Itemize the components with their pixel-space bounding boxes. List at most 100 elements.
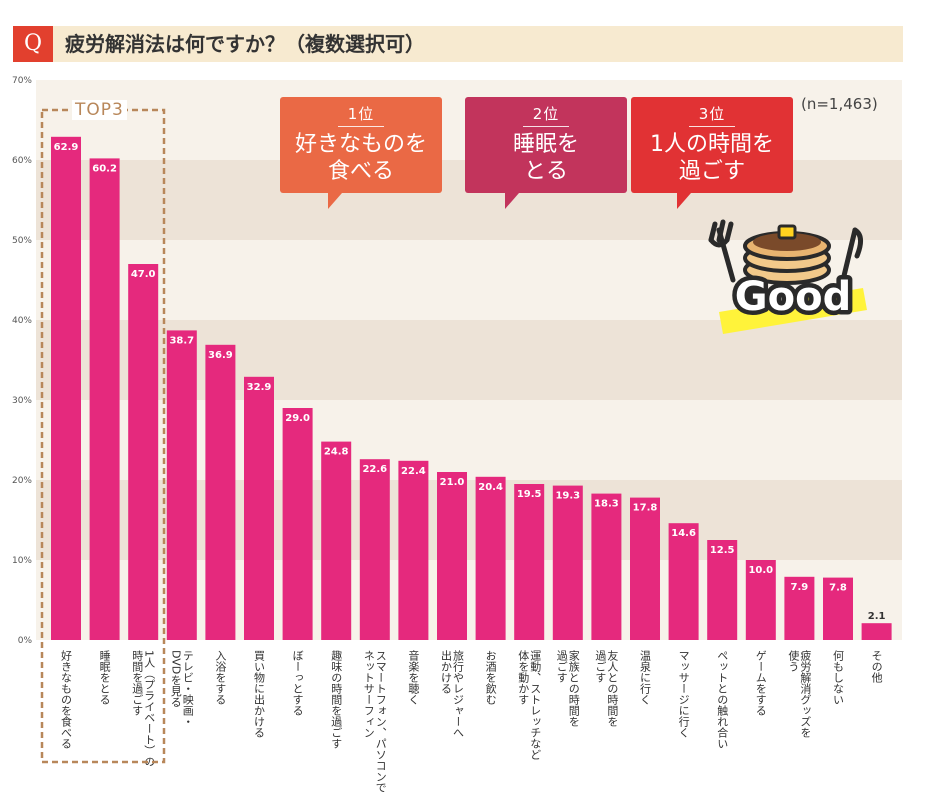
bar (321, 441, 352, 640)
pancake-with-fork-and-knife-icon: Good (708, 219, 867, 334)
x-category-label: その他 (870, 650, 883, 683)
bar-value-label: 10.0 (748, 565, 773, 576)
x-category-label: 好きなものを食べる (60, 649, 73, 749)
rank-3-divider (689, 126, 735, 127)
rank-3-text: 1人の時間を 過ごす (650, 132, 774, 184)
question-header: Q 疲労解消法は何ですか？（複数選択可） (13, 26, 903, 62)
bar-value-label: 22.4 (401, 466, 426, 477)
bar (89, 158, 120, 640)
rank-1-label: 1位 (347, 105, 375, 123)
x-category-label: テレビ・映画・ (181, 650, 194, 727)
bar-value-label: 47.0 (131, 269, 156, 280)
question-badge: Q (13, 26, 53, 62)
x-category-label: スマートフォン、パソコンで (374, 650, 387, 793)
y-tick-label: 20% (12, 476, 32, 486)
rank-2-tail (505, 193, 519, 209)
y-tick-label: 70% (12, 76, 32, 86)
x-category-label: 出かける (440, 649, 453, 694)
x-category-label: 運動、ストレッチなど (529, 650, 542, 760)
rank-2-divider (523, 126, 569, 127)
rank-3-callout: 3位 1人の時間を 過ごす (631, 97, 793, 209)
bar (475, 476, 506, 640)
x-category-label: お酒を飲む (484, 650, 497, 705)
x-category-label: 睡眠をとる (98, 650, 111, 705)
bar (244, 376, 274, 640)
bar-value-label: 17.8 (633, 503, 658, 514)
x-category-label: 過ごす (594, 650, 607, 683)
x-category-label: ゲームをする (754, 650, 767, 716)
bar-value-label: 22.6 (362, 464, 387, 475)
bar-value-label: 19.5 (517, 489, 542, 500)
rank-1-tail (328, 193, 342, 209)
bar (514, 484, 545, 640)
bar-value-label: 36.9 (208, 350, 233, 361)
bar (166, 330, 197, 640)
bar-value-label: 32.9 (247, 382, 272, 393)
bar (591, 493, 622, 640)
sample-size-note: (n=1,463) (801, 95, 878, 113)
x-category-label: 過ごす (555, 650, 568, 683)
bar-value-label: 18.3 (594, 499, 619, 510)
bar (437, 472, 467, 640)
rank-3-tail (677, 193, 691, 209)
bar (823, 577, 853, 640)
rank-2-label: 2位 (532, 105, 560, 123)
rank-1-divider (338, 126, 384, 127)
y-tick-label: 40% (12, 316, 32, 326)
pancake-stack-icon (743, 224, 831, 285)
top3-label: TOP3 (72, 100, 127, 120)
question-text: 疲労解消法は何ですか？（複数選択可） (65, 32, 425, 56)
bar (552, 485, 583, 640)
bar (359, 459, 390, 640)
x-category-label: 何もしない (832, 650, 845, 705)
bar (630, 497, 660, 640)
x-category-label: DVDを見る (169, 650, 182, 707)
x-category-label: 旅行やレジャーへ (452, 649, 465, 738)
bar-value-label: 2.1 (868, 611, 886, 622)
bar (707, 540, 738, 640)
y-tick-label: 50% (12, 236, 32, 246)
y-tick-label: 30% (12, 396, 32, 406)
x-category-label: 時間を過ごす (131, 650, 144, 716)
x-category-label: 使う (787, 650, 800, 672)
bar-value-label: 7.8 (829, 583, 847, 594)
rank-1-text: 好きなものを 食べる (294, 132, 427, 184)
y-tick-label: 60% (12, 156, 32, 166)
x-category-label: 1人（プライベート）の (143, 650, 156, 767)
bar (282, 408, 313, 640)
x-category-label: 体を動かす (517, 649, 530, 705)
bar (745, 560, 776, 640)
bar (784, 576, 815, 640)
knife-icon (840, 227, 863, 283)
y-tick-label: 10% (12, 556, 32, 566)
bar (861, 623, 892, 640)
rank-3-label: 3位 (698, 105, 726, 123)
y-tick-label: 0% (18, 636, 33, 646)
rank-1-callout: 1位 好きなものを 食べる (280, 97, 442, 209)
bar-value-label: 29.0 (285, 413, 310, 424)
bar-value-label: 24.8 (324, 447, 349, 458)
bar (51, 136, 81, 641)
bar-value-label: 21.0 (440, 477, 465, 488)
bar (668, 523, 699, 640)
x-category-label: 友人との時間を (606, 649, 619, 727)
x-category-label: 家族との時間を (567, 649, 580, 727)
rank-2-callout: 2位 睡眠を とる (465, 97, 627, 209)
fork-icon (708, 219, 736, 283)
background-band (36, 400, 902, 480)
x-category-label: ぼーっとする (291, 650, 304, 716)
bar (205, 344, 236, 640)
bar-value-label: 62.9 (54, 142, 79, 153)
bar-value-label: 20.4 (478, 482, 503, 493)
bar-value-label: 12.5 (710, 545, 735, 556)
x-category-label: 入浴をする (214, 650, 227, 705)
x-category-label: ペットとの触れ合い (716, 650, 729, 749)
x-category-label: ネットサーフィン (362, 650, 375, 738)
x-category-label: マッサージに行く (677, 650, 690, 738)
x-category-label: 音楽を聴く (407, 649, 420, 705)
good-highlight-stripe (719, 288, 867, 334)
x-category-label: 買い物に出かける (253, 650, 266, 738)
x-category-label: 趣味の時間を過ごす (330, 649, 343, 749)
background-band (36, 480, 902, 560)
